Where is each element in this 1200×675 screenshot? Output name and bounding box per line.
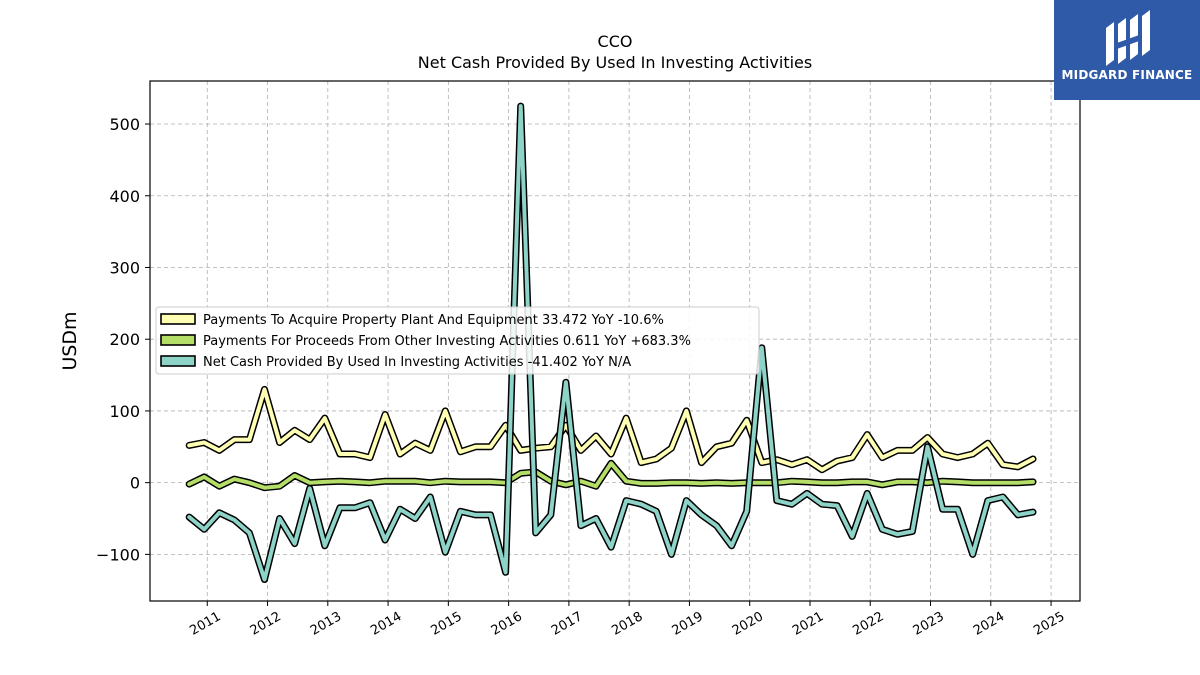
legend-swatch bbox=[160, 313, 196, 325]
x-tick-label: 2020 bbox=[730, 609, 766, 639]
x-tick-label: 2025 bbox=[1031, 609, 1067, 639]
x-tick-label: 2018 bbox=[609, 609, 645, 639]
x-tick-label: 2013 bbox=[308, 609, 344, 639]
chart-subtitle: Net Cash Provided By Used In Investing A… bbox=[418, 53, 812, 72]
legend-label: Payments For Proceeds From Other Investi… bbox=[203, 334, 691, 349]
x-tick-label: 2021 bbox=[790, 609, 826, 639]
y-tick-label: 300 bbox=[109, 258, 140, 277]
x-tick-label: 2022 bbox=[850, 609, 886, 639]
y-tick-label: 500 bbox=[109, 115, 140, 134]
legend-box bbox=[155, 306, 760, 375]
logo-text: MIDGARD FINANCE bbox=[1061, 68, 1193, 82]
x-tick-label: 2011 bbox=[187, 609, 223, 639]
x-axis-ticks: 2011 2012 2013 2014 2015 2016 2017 2018 2019 2020… bbox=[187, 601, 1067, 639]
legend-label: Net Cash Provided By Used In Investing A… bbox=[203, 355, 631, 370]
x-tick-label: 2023 bbox=[911, 609, 947, 639]
y-axis-ticks: −100 0 100 200 300 400 500 bbox=[96, 115, 150, 564]
x-tick-label: 2017 bbox=[549, 609, 585, 639]
legend-label: Payments To Acquire Property Plant And E… bbox=[203, 313, 664, 328]
midgard-finance-logo: MIDGARD FINANCE bbox=[1054, 0, 1200, 100]
chart-title: CCO bbox=[598, 32, 633, 51]
x-tick-label: 2019 bbox=[670, 609, 706, 639]
plot-frame bbox=[149, 80, 1081, 602]
legend: Payments To Acquire Property Plant And E… bbox=[155, 306, 760, 375]
x-tick-label: 2016 bbox=[489, 609, 525, 639]
y-tick-label: 100 bbox=[109, 402, 140, 421]
series-line bbox=[187, 461, 1035, 490]
x-tick-label: 2024 bbox=[971, 609, 1007, 639]
series-lines bbox=[185, 102, 1037, 583]
legend-swatch bbox=[160, 355, 196, 367]
series-line bbox=[187, 104, 1035, 582]
x-tick-label: 2015 bbox=[429, 609, 465, 639]
y-tick-label: 200 bbox=[109, 330, 140, 349]
x-tick-label: 2012 bbox=[248, 609, 284, 639]
y-tick-label: 0 bbox=[130, 474, 140, 493]
series-line bbox=[187, 387, 1035, 472]
midgard-logo-icon bbox=[1106, 10, 1150, 66]
y-axis-label: USDm bbox=[59, 311, 81, 370]
legend-swatch bbox=[160, 334, 196, 346]
y-tick-label: −100 bbox=[96, 545, 140, 564]
y-tick-label: 400 bbox=[109, 187, 140, 206]
x-tick-label: 2014 bbox=[368, 609, 404, 639]
